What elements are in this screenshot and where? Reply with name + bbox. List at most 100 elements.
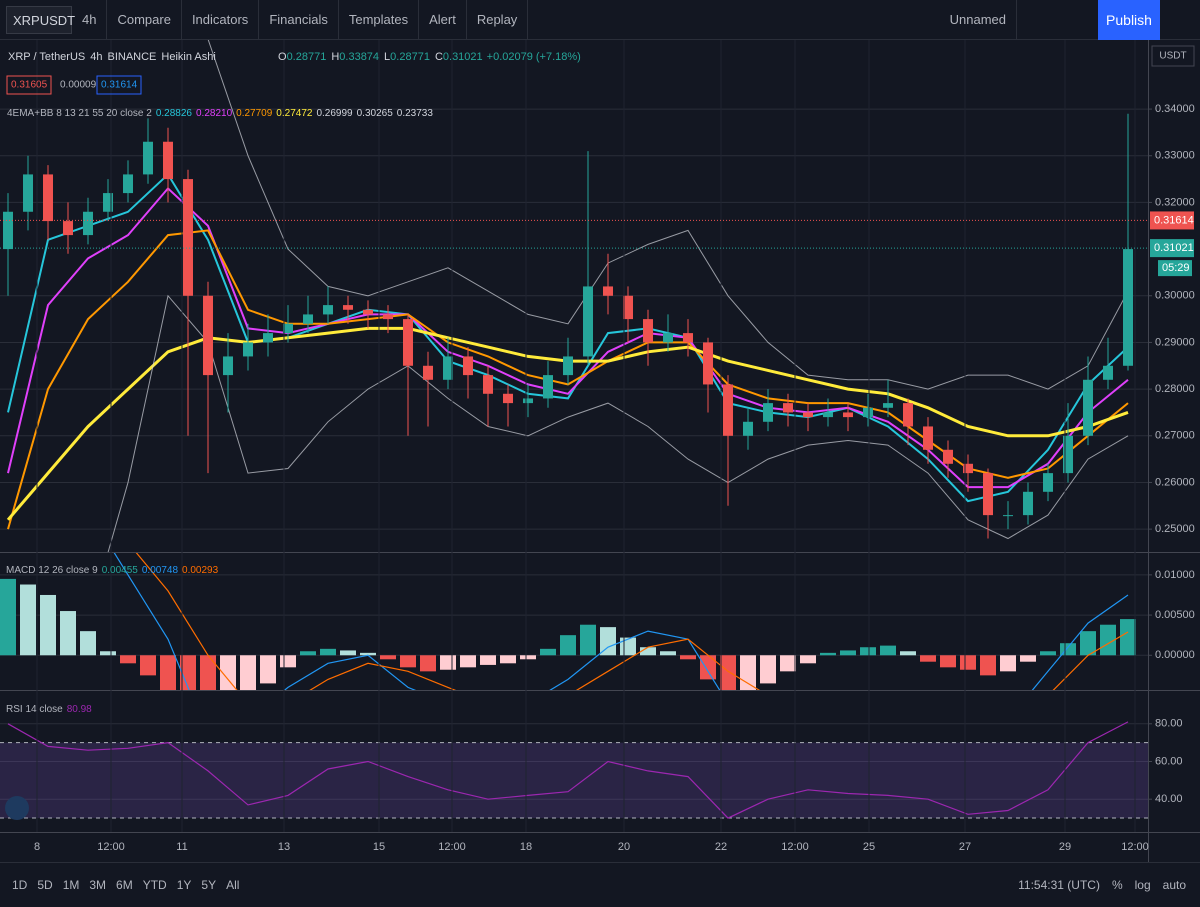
interval[interactable]: 4h <box>72 0 108 40</box>
range-button[interactable]: 3M <box>89 878 107 892</box>
y-tick-label: 0.33000 <box>1155 150 1195 162</box>
publish-button[interactable]: Publish <box>1098 0 1160 40</box>
candle-body <box>143 141 153 175</box>
toolbar-button[interactable]: Financials <box>259 0 339 40</box>
ohlc-key: L <box>384 51 390 63</box>
candle-body <box>543 375 553 399</box>
rsi-line <box>7 721 1129 819</box>
range-button[interactable]: 6M <box>116 878 133 892</box>
study-value: 0.28210 <box>196 108 233 119</box>
histogram-bar <box>340 650 356 656</box>
study-value: 0.26999 <box>316 108 353 119</box>
y-tick-label: 0.26000 <box>1155 476 1195 488</box>
histogram-bar <box>780 655 796 672</box>
candle-body <box>303 314 313 324</box>
candle-body <box>663 333 673 343</box>
histogram-bar <box>280 655 296 668</box>
y-tick-label: 0.25000 <box>1155 523 1195 535</box>
y-tick-label: 0.28000 <box>1155 383 1195 395</box>
candle-body <box>943 449 953 464</box>
y-tick-label: 0.34000 <box>1155 103 1195 115</box>
histogram-bar <box>560 635 576 656</box>
histogram-bar <box>1100 624 1116 656</box>
range-button[interactable]: 1D <box>12 878 28 892</box>
histogram-bar <box>620 637 636 656</box>
histogram-bar <box>1020 655 1036 662</box>
layout-name[interactable]: Unnamed <box>940 0 1017 40</box>
candle-body <box>163 141 173 180</box>
candle-body <box>583 286 593 357</box>
scale-option[interactable]: log <box>1134 878 1151 892</box>
histogram-bar <box>900 651 916 656</box>
histogram-bar <box>240 655 256 690</box>
legend-text: Heikin Ashi <box>161 51 215 63</box>
macd-value: 0.00455 <box>102 565 139 576</box>
histogram-bar <box>580 624 596 656</box>
histogram-bar <box>940 655 956 668</box>
candle-body <box>863 407 873 418</box>
pane <box>0 553 1148 690</box>
histogram-bar <box>300 651 316 656</box>
study-value: 0.28826 <box>156 108 193 119</box>
range-button[interactable]: All <box>226 878 240 892</box>
indicator-line <box>207 40 1129 390</box>
histogram-bar <box>540 648 556 656</box>
x-tick-label: 8 <box>34 841 40 853</box>
y-tick-label: 60.00 <box>1155 755 1183 767</box>
toolbar: XRPUSDT 4h Compare Indicators Financials… <box>0 0 1200 40</box>
price-label: 0.31614 <box>1154 214 1194 226</box>
range-button[interactable]: 5D <box>37 878 53 892</box>
scale-option[interactable]: % <box>1111 878 1123 892</box>
x-tick-label: 13 <box>278 841 290 853</box>
histogram-bar <box>220 655 236 690</box>
candle-body <box>43 174 53 222</box>
histogram-bar <box>480 655 496 665</box>
histogram-bar <box>160 655 176 690</box>
candle-body <box>63 221 73 236</box>
histogram-bar <box>880 645 896 656</box>
candle-body <box>183 179 193 296</box>
ohlc-key: O <box>278 51 287 63</box>
range-button[interactable]: 5Y <box>201 878 217 892</box>
x-tick-label: 12:00 <box>1121 841 1149 853</box>
toolbar-button[interactable]: Indicators <box>182 0 260 40</box>
range-button[interactable]: 1Y <box>176 878 192 892</box>
x-tick-label: 25 <box>863 841 875 853</box>
logo <box>5 796 29 820</box>
rsi-legend: RSI 14 close 80.98 <box>6 704 92 715</box>
toolbar-button[interactable]: Alert <box>419 0 467 40</box>
candle-body <box>743 421 753 436</box>
scale-option[interactable]: auto <box>1162 878 1186 892</box>
toolbar-button[interactable]: Replay <box>467 0 529 40</box>
histogram-bar <box>80 631 96 656</box>
y-tick-label: 40.00 <box>1155 793 1183 805</box>
histogram-bar <box>920 655 936 662</box>
rsi-title: RSI 14 close <box>6 704 63 715</box>
y-tick-label: 80.00 <box>1155 718 1183 730</box>
y-tick-label: 0.29000 <box>1155 336 1195 348</box>
toolbar-button[interactable]: Templates <box>339 0 420 40</box>
range-button[interactable]: YTD <box>142 878 167 892</box>
indicator-line <box>107 294 1129 552</box>
toolbar-button[interactable]: Compare <box>107 0 182 40</box>
candle-body <box>443 356 453 380</box>
macd-value: 0.00293 <box>182 565 219 576</box>
candle-body <box>963 463 973 474</box>
histogram-bar <box>600 627 616 656</box>
range-button[interactable]: 1M <box>62 878 80 892</box>
toolbar-right: Unnamed Publish <box>940 0 1200 40</box>
study-value: 0.27709 <box>236 108 273 119</box>
candle-body <box>343 305 353 310</box>
candle-body <box>523 398 533 404</box>
candle-body <box>823 412 833 418</box>
candle-body <box>483 375 493 394</box>
histogram-bar <box>800 655 816 664</box>
x-tick-label: 27 <box>959 841 971 853</box>
price-label: 0.31021 <box>1154 242 1194 254</box>
symbol-search[interactable]: XRPUSDT <box>6 5 75 34</box>
histogram-bar <box>420 655 436 672</box>
candle-body <box>683 333 693 343</box>
countdown-bg <box>1158 260 1192 277</box>
candle-body <box>803 412 813 418</box>
